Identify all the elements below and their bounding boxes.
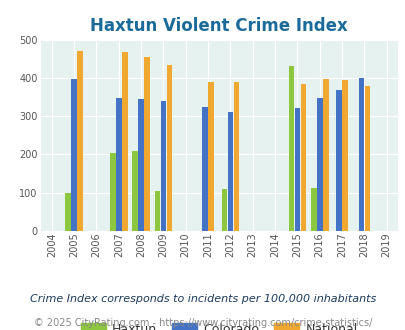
Bar [341,80,347,231]
Bar [233,82,239,231]
Bar [288,66,294,231]
Bar [358,78,363,231]
Bar [322,79,328,231]
Bar [310,188,316,231]
Bar [208,82,213,231]
Bar [364,85,369,231]
Text: © 2025 CityRating.com - https://www.cityrating.com/crime-statistics/: © 2025 CityRating.com - https://www.city… [34,318,371,328]
Bar [115,98,122,231]
Bar [77,51,83,231]
Bar [227,112,233,231]
Bar [71,79,77,231]
Bar [144,57,149,231]
Bar [65,193,71,231]
Bar [132,150,138,231]
Title: Haxtun Violent Crime Index: Haxtun Violent Crime Index [90,17,347,35]
Bar [316,98,322,231]
Bar [300,84,305,231]
Text: Crime Index corresponds to incidents per 100,000 inhabitants: Crime Index corresponds to incidents per… [30,294,375,304]
Bar [294,108,300,231]
Bar [202,107,207,231]
Bar [166,65,172,231]
Bar [221,189,227,231]
Bar [138,99,144,231]
Bar [154,191,160,231]
Bar [160,101,166,231]
Bar [335,90,341,231]
Legend: Haxtun, Colorado, National: Haxtun, Colorado, National [75,318,362,330]
Bar [110,153,115,231]
Bar [122,52,127,231]
